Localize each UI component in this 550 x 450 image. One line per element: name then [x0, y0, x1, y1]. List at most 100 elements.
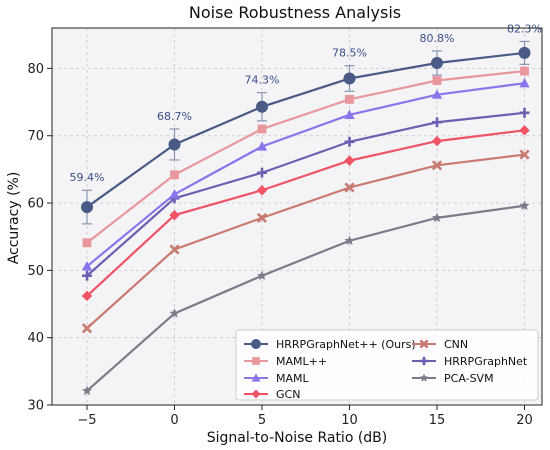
- data-point: [419, 339, 429, 349]
- data-point: [257, 167, 267, 178]
- series-cnn: [81, 149, 530, 334]
- y-tick-label: 30: [27, 399, 44, 414]
- data-label: 68.7%: [157, 110, 192, 123]
- data-point: [169, 308, 180, 318]
- data-point: [169, 189, 180, 199]
- x-tick-label: 10: [341, 413, 358, 428]
- legend-box: [235, 329, 539, 401]
- data-point: [344, 136, 355, 147]
- data-point: [251, 373, 261, 382]
- data-point: [256, 212, 268, 223]
- data-point: [432, 212, 442, 223]
- data-point: [419, 356, 429, 366]
- series-line: [86, 204, 525, 392]
- legend-item: MAML++: [244, 355, 327, 368]
- annotation-group: 59.4% 68.7% 74.3% 78.5% 80.8% 82.3%: [70, 22, 542, 184]
- data-point: [81, 323, 93, 334]
- data-point: [518, 46, 531, 59]
- chart-title: Noise Robustness Analysis: [189, 3, 401, 22]
- data-point: [431, 135, 443, 147]
- data-point: [519, 78, 530, 88]
- series-group: [81, 40, 531, 396]
- y-tick-label: 80: [27, 62, 44, 77]
- legend-label: HRRPGraphNet: [444, 355, 528, 368]
- legend-item: HRRPGraphNet: [412, 355, 528, 368]
- data-point: [519, 107, 530, 118]
- data-point: [344, 155, 355, 166]
- x-tick-label: 0: [170, 413, 178, 428]
- data-point: [520, 66, 529, 76]
- data-point: [82, 238, 92, 248]
- legend-label: GCN: [276, 388, 300, 401]
- data-point: [252, 357, 260, 365]
- series-maml: [82, 66, 529, 248]
- series-line: [86, 111, 525, 277]
- legend-label: PCA-SVM: [444, 372, 494, 385]
- series-pca-svm: [82, 200, 530, 396]
- data-point: [251, 339, 261, 349]
- data-label: 78.5%: [332, 47, 367, 60]
- series-hrrpgraphnet-ours: [81, 40, 531, 225]
- data-point: [432, 117, 442, 128]
- series-line: [86, 153, 525, 330]
- data-point: [169, 209, 180, 221]
- data-point: [519, 149, 530, 160]
- data-label: 82.3%: [507, 22, 542, 35]
- legend-item: PCA-SVM: [412, 372, 494, 385]
- y-tick-label: 70: [27, 129, 44, 144]
- data-point: [168, 138, 181, 151]
- data-point: [344, 235, 355, 245]
- data-point: [81, 201, 93, 214]
- data-point: [257, 270, 267, 280]
- legend-item: GCN: [244, 388, 300, 401]
- series-gcn: [81, 125, 530, 302]
- data-point: [82, 270, 92, 281]
- data-point: [431, 57, 443, 70]
- data-point: [419, 373, 429, 382]
- x-axis-label: Signal-to-Noise Ratio (dB): [207, 430, 388, 446]
- legend-item: HRRPGraphNet++ (Ours): [244, 338, 416, 351]
- x-tick-label: 15: [429, 413, 446, 428]
- data-point: [343, 72, 356, 85]
- x-tick-label: 20: [516, 413, 533, 428]
- data-point: [170, 170, 179, 180]
- series-line: [86, 51, 525, 208]
- data-point: [519, 125, 530, 136]
- y-axis-label: Accuracy (%): [6, 172, 22, 265]
- data-point: [344, 182, 355, 193]
- data-point: [257, 124, 267, 134]
- legend-label: HRRPGraphNet++ (Ours): [276, 338, 416, 351]
- axes: −5 0 5 10 15 20 30 40 50 60 70 80: [27, 27, 543, 428]
- legend-label: MAML++: [276, 355, 327, 368]
- data-label: 80.8%: [420, 32, 455, 45]
- data-label: 59.4%: [70, 171, 105, 184]
- data-point: [431, 89, 443, 99]
- x-tick-label: −5: [77, 413, 96, 428]
- series-line: [86, 129, 525, 297]
- data-point: [256, 185, 268, 196]
- data-point: [345, 94, 354, 104]
- data-point: [81, 290, 93, 302]
- legend-label: MAML: [276, 372, 310, 385]
- x-tick-label: 5: [258, 413, 266, 428]
- legend-label: CNN: [444, 338, 468, 351]
- data-point: [169, 244, 180, 255]
- legend-item: MAML: [244, 372, 310, 385]
- data-point: [256, 141, 268, 151]
- data-point: [81, 261, 93, 271]
- data-point: [432, 76, 442, 85]
- y-tick-label: 40: [27, 331, 44, 346]
- y-tick-label: 60: [27, 197, 44, 212]
- series-line: [86, 69, 525, 244]
- legend: HRRPGraphNet++ (Ours) MAML++ MAML GCN CNN HRR…: [235, 329, 539, 401]
- series-line: [86, 82, 525, 268]
- data-label: 74.3%: [245, 74, 280, 87]
- data-point: [344, 109, 355, 120]
- data-point: [82, 385, 92, 396]
- plot-frame: [51, 27, 543, 406]
- data-point: [431, 160, 443, 171]
- legend-item: CNN: [412, 338, 468, 351]
- series-maml: [81, 78, 530, 271]
